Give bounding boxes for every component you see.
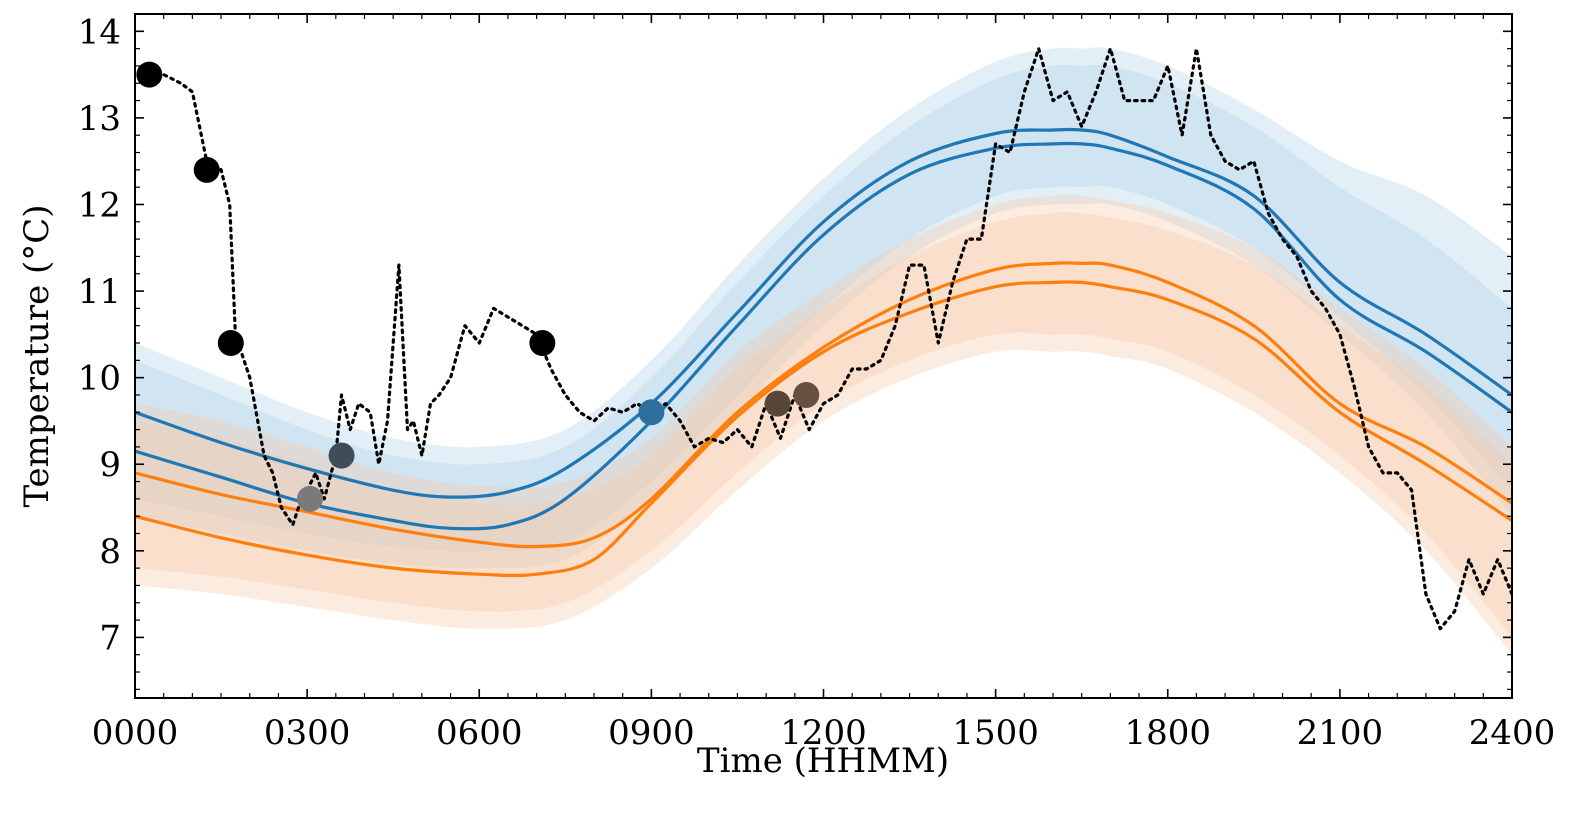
y-tick-label-1: 8: [99, 532, 121, 572]
band-3: [135, 212, 1512, 638]
observation-point-7: [764, 390, 791, 417]
observation-point-4: [328, 442, 355, 469]
observation-point-3: [296, 485, 323, 512]
band-1: [135, 64, 1512, 551]
observation-point-1: [193, 156, 220, 183]
x-axis-label: Time (HHMM): [697, 741, 949, 781]
y-tick-label-0: 7: [99, 618, 121, 658]
x-tick-label-1: 0300: [264, 713, 351, 753]
observation-point-2: [217, 330, 244, 357]
tick-labels: 0000 0300 0600 0900 1200 1500 1800 2100 2400 7 8 9 1…: [78, 12, 1556, 753]
band-0: [135, 47, 1512, 569]
x-tick-label-3: 0900: [608, 713, 695, 753]
y-tick-label-6: 13: [78, 99, 121, 139]
y-tick-label-5: 12: [78, 185, 121, 225]
band-2: [135, 194, 1512, 655]
forecast-line-1: [135, 141, 1512, 531]
y-axis-label: Temperature (°C): [17, 204, 57, 507]
observation-point-8: [793, 381, 820, 408]
forecast-line-3: [135, 280, 1512, 578]
observation-point-6: [638, 399, 665, 426]
observation-point-0: [136, 61, 163, 88]
y-tick-label-7: 14: [78, 12, 121, 52]
forecast-line-2: [135, 261, 1512, 549]
plot-frame: [134, 13, 1513, 699]
x-tick-label-2: 0600: [436, 713, 523, 753]
series-lines: [135, 47, 1512, 631]
y-tick-label-3: 10: [78, 359, 121, 399]
observation-points: [136, 61, 820, 512]
uncertainty-bands: [135, 47, 1512, 655]
observation-point-5: [529, 330, 556, 357]
x-tick-label-0: 0000: [92, 713, 179, 753]
y-tick-label-2: 9: [99, 445, 121, 485]
y-tick-label-4: 11: [78, 272, 121, 312]
x-tick-label-5: 1500: [952, 713, 1039, 753]
x-tick-label-8: 2400: [1469, 713, 1556, 753]
x-tick-label-4: 1200: [780, 713, 867, 753]
x-tick-label-7: 2100: [1297, 713, 1384, 753]
x-tick-label-6: 1800: [1124, 713, 1211, 753]
